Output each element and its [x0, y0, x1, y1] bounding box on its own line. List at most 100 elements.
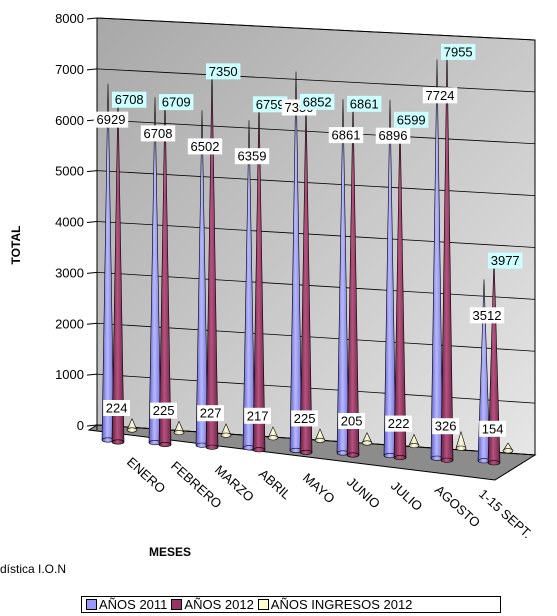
chart: 0 1000 2000 3000 4000 5000 6000 7000 8000 6929 67…: [9, 11, 537, 559]
y-tick-mark: [86, 373, 98, 376]
data-label-bg-2-7: [432, 418, 459, 435]
bar-base-1-8: [487, 460, 501, 466]
data-label-bg-0-7: [422, 87, 458, 104]
x-tick-label: JUNIO: [344, 474, 383, 511]
data-label-2-2: 227: [200, 406, 222, 421]
bar-base-2-1: [173, 430, 185, 436]
legend-swatch-2012: [171, 599, 183, 610]
data-label-bg-1-4: [300, 93, 335, 110]
data-label-0-2: 6502: [191, 139, 220, 154]
data-label-2-5: 205: [341, 414, 363, 429]
data-label-bg-0-8: [469, 307, 505, 324]
data-label-bg-1-6: [394, 111, 429, 128]
data-label-bg-0-1: [140, 125, 176, 142]
bar-base-2-5: [361, 440, 373, 446]
data-label-2-3: 217: [247, 408, 269, 423]
data-label-0-8: 3512: [473, 308, 502, 323]
legend-label-2011: AÑOS 2011: [99, 597, 168, 612]
data-labels: 6929 6708 224 6708 6709 225 6502 7350 227 6359 675…: [93, 43, 523, 437]
gridline: [96, 271, 536, 300]
bar-base-2-4: [314, 437, 326, 443]
data-label-bg-1-2: [206, 63, 241, 80]
data-label-bg-2-2: [197, 405, 224, 422]
data-label-bg-2-4: [291, 410, 318, 427]
x-axis-title: MESES: [149, 545, 191, 559]
data-label-bg-1-7: [441, 43, 476, 60]
y-tick-mark: [86, 17, 98, 20]
data-label-0-3: 6359: [238, 149, 267, 164]
y-tick-mark: [86, 322, 98, 325]
y-tick-mark: [86, 170, 98, 173]
legend-item-ingresos-2012: AÑOS INGRESOS 2012: [257, 597, 413, 612]
data-label-1-4: 6852: [303, 94, 332, 109]
bar-base-1-4: [299, 449, 313, 455]
data-label-bg-2-8: [479, 420, 506, 437]
bar-base-2-6: [408, 443, 420, 449]
y-tick-label: 3000: [55, 265, 84, 280]
y-axis-ticks: 0 1000 2000 3000 4000 5000 6000 7000 8000: [55, 11, 98, 433]
data-label-2-4: 225: [294, 411, 316, 426]
grid-lines: [96, 17, 536, 456]
bar-base-2-3: [267, 435, 279, 441]
data-label-1-3: 6759: [256, 97, 285, 112]
data-label-bg-0-5: [328, 127, 364, 144]
data-label-bg-1-0: [112, 91, 147, 108]
data-label-0-0: 6929: [97, 112, 126, 127]
y-tick-label: 0: [77, 418, 84, 433]
bar-base-1-1: [158, 442, 172, 448]
y-tick-label: 4000: [55, 215, 84, 230]
data-label-bg-1-5: [347, 95, 382, 112]
bar-base-2-0: [126, 427, 138, 433]
data-label-1-1: 6709: [162, 95, 191, 110]
x-tick-label: FEBRERO: [168, 458, 225, 511]
bar-base-2-8: [502, 448, 514, 454]
legend-swatch-ingresos-2012: [257, 599, 269, 610]
data-label-bg-0-0: [93, 111, 129, 128]
gridline: [96, 17, 536, 41]
data-label-2-6: 222: [388, 416, 410, 431]
data-label-1-0: 6708: [115, 92, 144, 107]
y-tick-label: 8000: [55, 11, 84, 26]
data-label-bg-1-8: [488, 252, 523, 269]
data-label-bg-0-6: [375, 127, 411, 144]
data-label-bg-1-1: [159, 94, 194, 111]
data-label-bg-2-3: [244, 407, 271, 424]
data-label-bg-2-0: [103, 400, 130, 416]
data-label-2-7: 326: [435, 419, 457, 434]
data-label-0-5: 6861: [332, 128, 361, 143]
y-axis-title: TOTAL: [9, 226, 23, 265]
y-tick-label: 2000: [55, 316, 84, 331]
data-label-bg-2-5: [338, 413, 365, 429]
data-label-2-8: 154: [482, 421, 504, 436]
gridline: [96, 221, 536, 248]
gridline: [96, 322, 536, 352]
y-tick-mark: [86, 221, 98, 223]
y-tick-mark: [86, 424, 98, 427]
y-tick-label: 6000: [55, 113, 84, 128]
y-tick-mark: [86, 68, 98, 71]
data-label-1-5: 6861: [350, 96, 379, 111]
y-tick-label: 7000: [55, 62, 84, 77]
data-label-2-1: 225: [153, 403, 175, 418]
y-tick-label: 1000: [55, 367, 84, 382]
gridline: [96, 119, 536, 145]
data-label-bg-2-6: [385, 415, 412, 432]
data-label-bg-2-1: [150, 402, 177, 419]
bar-base-1-6: [393, 455, 407, 461]
y-tick-label: 5000: [55, 164, 84, 179]
x-tick-label: ENERO: [124, 454, 168, 496]
bar-base-1-0: [111, 439, 125, 445]
data-label-0-6: 6896: [379, 128, 408, 143]
bar-base-2-2: [220, 432, 232, 438]
bar-base-1-3: [252, 447, 266, 453]
legend-label-ingresos-2012: AÑOS INGRESOS 2012: [270, 597, 413, 612]
legend: AÑOS 2011 AÑOS 2012 AÑOS INGRESOS 2012: [81, 596, 501, 613]
bars: [101, 47, 514, 466]
data-label-0-7: 7724: [426, 88, 455, 103]
legend-label-2012: AÑOS 2012: [184, 597, 254, 612]
data-label-2-0: 224: [106, 401, 128, 416]
x-tick-label: MAYO: [300, 470, 338, 506]
data-label-bg-1-3: [253, 96, 288, 113]
data-label-1-2: 7350: [209, 64, 238, 79]
bar-base-2-7: [455, 445, 467, 451]
